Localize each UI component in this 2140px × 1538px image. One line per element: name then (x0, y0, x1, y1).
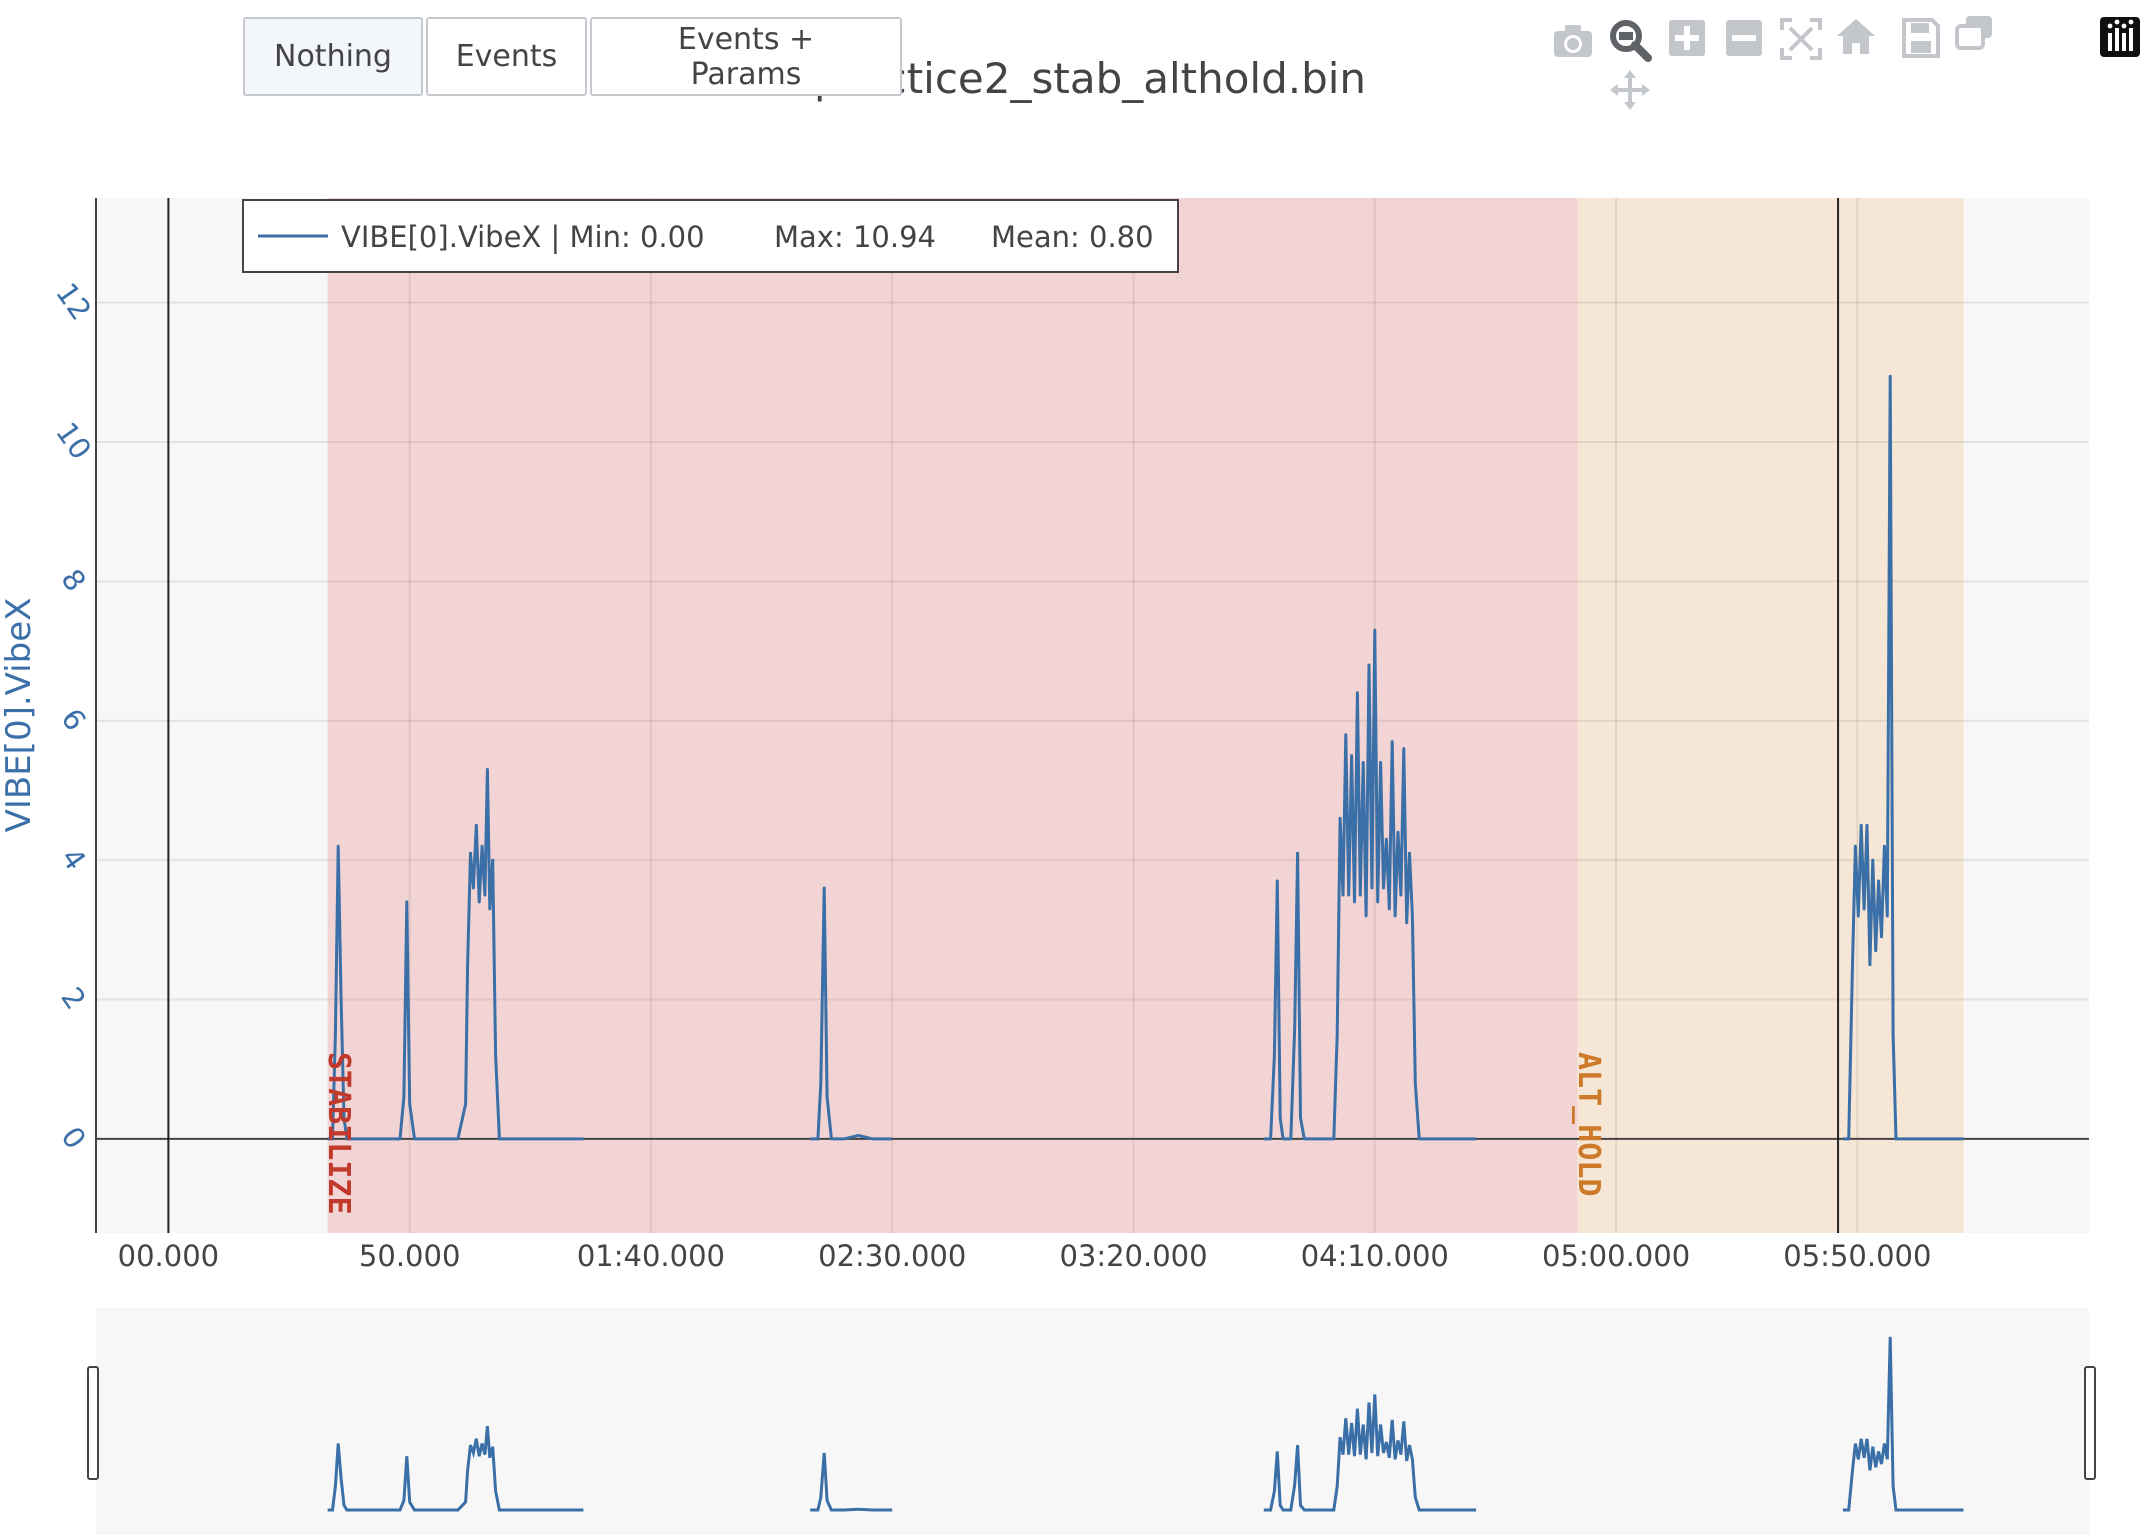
x-tick-label: 05:00.000 (1542, 1239, 1690, 1273)
save-icon[interactable] (1902, 18, 1940, 58)
zoom-icon[interactable] (1608, 18, 1652, 62)
series-line-segment (1263, 628, 1477, 1141)
y-gridlines (96, 301, 2089, 1001)
chart-title: practice2_stab_althold.bin (814, 54, 1366, 103)
series-line-segment (810, 886, 893, 1141)
events-params-button[interactable]: Events + Params (590, 17, 902, 96)
mode-band-stabilize (327, 198, 1578, 1233)
x-tick-label: 05:50.000 (1783, 1239, 1931, 1273)
range-slider-right-handle[interactable] (2084, 1366, 2096, 1480)
x-tick-labels: 00.000 50.000 01:40.000 02:30.000 03:20.000 0… (118, 1239, 1932, 1273)
x-tick-label: 01:40.000 (577, 1239, 725, 1273)
legend-mean: Mean: 0.80 (991, 220, 1154, 254)
series-line-segment (327, 768, 584, 1141)
y-tick-labels: 0 2 4 6 8 10 12 (49, 277, 98, 1156)
range-series-segment (1263, 1394, 1477, 1512)
plotly-logo-icon[interactable] (2100, 17, 2140, 57)
pan-icon[interactable] (1608, 68, 1652, 112)
camera-icon[interactable] (1551, 22, 1595, 60)
range-slider[interactable] (87, 1308, 2096, 1535)
range-slider-left-handle[interactable] (87, 1366, 99, 1480)
legend-max: Max: 10.94 (774, 220, 936, 254)
plot-modebar (1540, 12, 2140, 122)
range-series-segment (1842, 1336, 1964, 1512)
cursor-lines (167, 198, 1840, 1233)
y-tick-label: 12 (49, 277, 98, 327)
svg-text:VIBE[0].VibeX | Min: 0.00: VIBE[0].VibeX | Min: 0.00 (341, 220, 705, 254)
x-tick-label: 04:10.000 (1301, 1239, 1449, 1273)
y-tick-label: 6 (54, 702, 92, 737)
events-button[interactable]: Events (426, 17, 587, 96)
x-tick-label: 03:20.000 (1059, 1239, 1207, 1273)
series-line-segment (1842, 374, 1964, 1141)
mode-labels: STABILIZE ALT_HOLD (321, 1052, 1606, 1215)
legend[interactable]: VIBE[0].VibeX | Min: 0.00 Max: 10.94 Mea… (242, 199, 1179, 273)
legend-min: Min: 0.00 (570, 220, 705, 254)
range-series-segment (327, 1425, 584, 1512)
range-slider-background (96, 1308, 2089, 1535)
mode-label-stabilize: STABILIZE (321, 1052, 356, 1215)
home-icon[interactable] (1835, 16, 1877, 58)
x-tick-label: 02:30.000 (818, 1239, 966, 1273)
range-slider-series (327, 1336, 1964, 1512)
nothing-button[interactable]: Nothing (243, 17, 423, 96)
event-mode-buttons: Nothing Events Events + Params (243, 17, 902, 98)
y-tick-label: 8 (54, 563, 92, 598)
range-series-segment (810, 1452, 893, 1512)
main-series (327, 374, 1964, 1141)
y-tick-label: 10 (49, 416, 98, 466)
zoom-out-icon[interactable] (1724, 18, 1764, 58)
autoscale-icon[interactable] (1780, 18, 1822, 60)
mode-label-alt_hold: ALT_HOLD (1571, 1052, 1606, 1197)
y-tick-label: 2 (54, 981, 92, 1016)
legend-series-name: VIBE[0].VibeX (341, 220, 541, 254)
compare-icon[interactable] (1954, 14, 1996, 56)
x-tick-label: 50.000 (359, 1239, 460, 1273)
y-tick-label: 0 (54, 1120, 92, 1155)
zoom-in-icon[interactable] (1667, 18, 1707, 58)
flight-mode-bands (327, 198, 1964, 1233)
x-tick-label: 00.000 (118, 1239, 219, 1273)
y-axis-title: VIBE[0].VibeX (0, 598, 39, 833)
mode-band-alt_hold (1577, 198, 1964, 1233)
y-tick-label: 4 (54, 842, 92, 877)
